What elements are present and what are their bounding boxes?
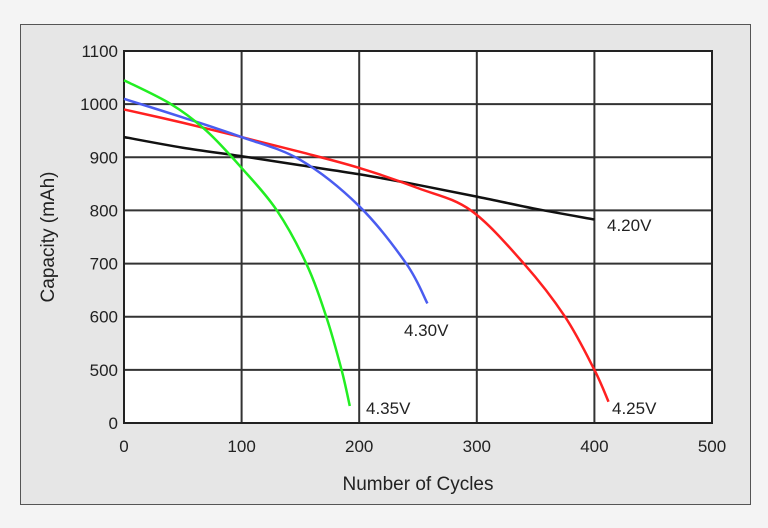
series-line-4.30V (123, 97, 429, 305)
x-tick-label: 300 (463, 437, 491, 456)
x-tick-label: 500 (698, 437, 726, 456)
x-tick-label: 200 (345, 437, 373, 456)
series-line-4.20V (123, 135, 595, 221)
series-label: 4.20V (607, 216, 652, 235)
y-tick-label: 1100 (81, 42, 118, 61)
y-tick-label: 800 (90, 201, 118, 220)
series-label: 4.25V (612, 399, 657, 418)
y-tick-label: 900 (90, 148, 118, 167)
y-tick-label: 0 (109, 414, 118, 433)
x-tick-label: 100 (227, 437, 255, 456)
x-axis-label: Number of Cycles (343, 474, 494, 495)
series-line-4.25V (123, 108, 610, 403)
series-line-4.35V (123, 79, 352, 407)
x-tick-label: 0 (119, 437, 128, 456)
y-tick-label: 500 (90, 361, 118, 380)
y-tick-label: 1000 (80, 95, 118, 114)
plot-border (123, 50, 713, 424)
y-tick-label: 600 (90, 308, 118, 327)
y-axis-label: Capacity (mAh) (38, 172, 59, 303)
series-label: 4.30V (404, 321, 449, 340)
x-tick-label: 400 (580, 437, 608, 456)
plot-area (124, 51, 712, 423)
y-tick-label: 700 (90, 255, 118, 274)
series-label: 4.35V (366, 399, 411, 418)
